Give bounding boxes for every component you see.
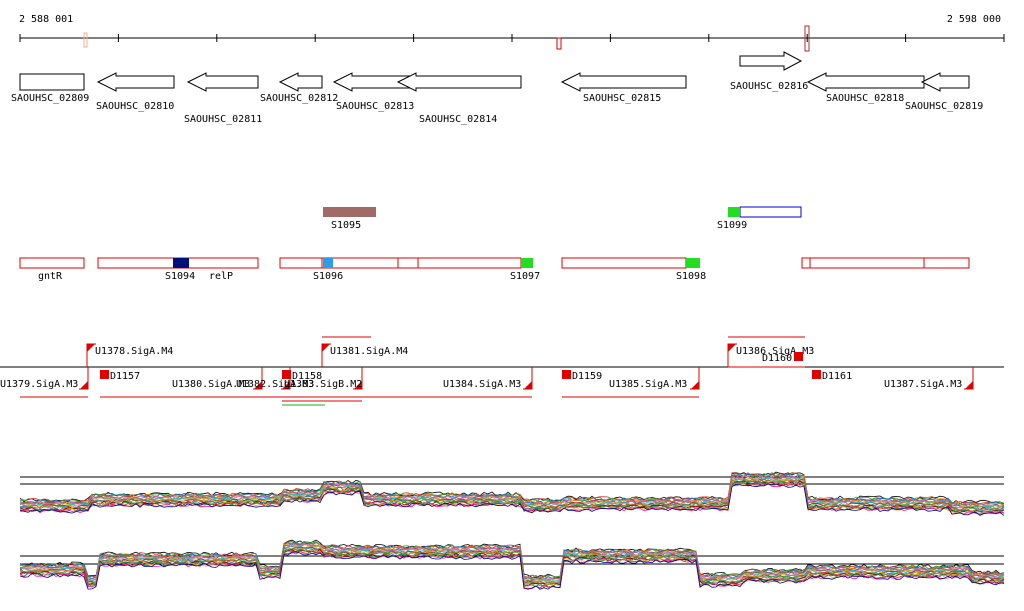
feature-label-s1094: S1094 [165,271,195,282]
expression-track-bottom [19,539,1005,590]
terminator-marker[interactable] [794,352,803,361]
expression-series-line [19,550,1005,590]
ruler-marker-highlight[interactable] [804,25,810,52]
feature-s1099-box[interactable] [739,206,802,218]
feature-s1098[interactable] [686,258,700,268]
terminator-label: D1157 [110,371,140,382]
feature-label-s1097: S1097 [510,271,540,282]
promoter-label: U1378.SigA.M4 [95,346,173,357]
gene-label: SAOUHSC_02819 [905,101,983,112]
expression-series-line [19,543,1005,582]
terminator-marker[interactable] [282,370,291,379]
gene-label: SAOUHSC_02818 [826,93,904,104]
promoter-arrowhead [354,381,362,389]
feature-s1096[interactable] [323,258,333,268]
expression-lines-top [19,471,1005,516]
expression-series-line [19,551,1005,590]
gene-arrow-02815[interactable] [560,72,687,92]
promoter-label: U1385.SigA.M3 [609,379,687,390]
gene-arrow-02809[interactable] [19,73,85,91]
feature-box[interactable] [397,257,419,269]
terminator-label: D1161 [822,371,852,382]
gene-label: SAOUHSC_02816 [730,81,808,92]
feature-label-s1098: S1098 [676,271,706,282]
coordinate-ruler: 2 588 001 2 598 000 [19,14,1005,52]
terminator-marker[interactable] [562,370,571,379]
gene-label: SAOUHSC_02813 [336,101,414,112]
promoter-label: U1380.SigA.M3 [172,379,250,390]
ruler-marker-small [83,32,88,48]
expression-track-top [19,471,1005,516]
gene-label: SAOUHSC_02815 [583,93,661,104]
promoter-arrowhead [691,381,699,389]
promoter-label: U1386.SigA.M3 [736,346,814,357]
gene-arrow-02812[interactable] [278,72,323,92]
terminator-label: D1158 [292,371,322,382]
feature-s1097[interactable] [521,258,533,268]
feature-box[interactable] [801,257,811,269]
feature-label-s1096: S1096 [313,271,343,282]
gene-arrow-02818[interactable] [806,72,925,92]
promoter-label: U1383.SigB.M2 [284,379,362,390]
promoter-arrowhead [728,344,736,352]
terminator-label: D1160 [762,353,792,364]
gene-arrow-02814[interactable] [396,72,522,92]
gene-arrow-02819[interactable] [920,72,970,92]
promoter-arrowhead [282,381,290,389]
promoter-label: U1381.SigA.M4 [330,346,408,357]
expression-series-line [19,546,1005,585]
ruler-ticks [19,34,1005,42]
promoter-label: U1379.SigA.M3 [0,379,78,390]
promoter-arrowhead [322,344,330,352]
promoter-arrowhead [524,381,532,389]
gene-arrow-02816[interactable] [739,51,803,71]
expression-series-line [19,476,1005,510]
ruler-marker-red [556,37,562,50]
gene-label: SAOUHSC_02809 [11,93,89,104]
feature-s1099[interactable] [728,207,740,217]
feature-box[interactable] [923,257,970,269]
ruler-end-label: 2 598 000 [947,14,1001,25]
gene-arrow-02810[interactable] [96,72,175,92]
terminator-marker[interactable] [812,370,821,379]
gene-arrow-02811[interactable] [186,72,259,92]
expression-lines-bottom [19,539,1005,590]
gene-label: SAOUHSC_02814 [419,114,497,125]
terminator-marker[interactable] [100,370,109,379]
gene-label: SAOUHSC_02811 [184,114,262,125]
terminator-label: D1159 [572,371,602,382]
feature-box[interactable] [417,257,522,269]
srna-track: S1095 S1099 gntR S1094 relP S1096 S1097 … [19,206,970,282]
feature-s1094[interactable] [173,258,189,268]
feature-gntr[interactable] [19,257,85,269]
expression-series-line [19,477,1005,511]
feature-box[interactable] [561,257,687,269]
promoter-track: U1378.SigA.M4 U1381.SigA.M4 U1386.SigA.M… [0,336,1004,406]
promoter-arrowhead [254,381,262,389]
expression-series-line [19,483,1005,516]
expression-series-line [19,544,1005,584]
promoter-arrowhead [80,381,88,389]
promoter-label: U1384.SigA.M3 [443,379,521,390]
feature-label-s1099: S1099 [717,220,747,231]
feature-s1095[interactable] [323,207,376,217]
feature-label-s1095: S1095 [331,220,361,231]
promoter-arrowhead [87,344,95,352]
feature-box[interactable] [321,257,399,269]
ruler-start-label: 2 588 001 [19,14,73,25]
promoter-label: U1382.SigA.M3 [236,379,314,390]
feature-box[interactable] [809,257,925,269]
gene-label: SAOUHSC_02812 [260,93,338,104]
promoter-label: U1387.SigA.M3 [884,379,962,390]
promoter-arrowhead [965,381,973,389]
feature-box[interactable] [279,257,323,269]
gene-label: SAOUHSC_02810 [96,101,174,112]
feature-label-relp: relP [209,271,233,282]
feature-label-gntr: gntR [38,271,63,282]
gene-track: SAOUHSC_02809 SAOUHSC_02810 SAOUHSC_0281… [11,51,983,125]
